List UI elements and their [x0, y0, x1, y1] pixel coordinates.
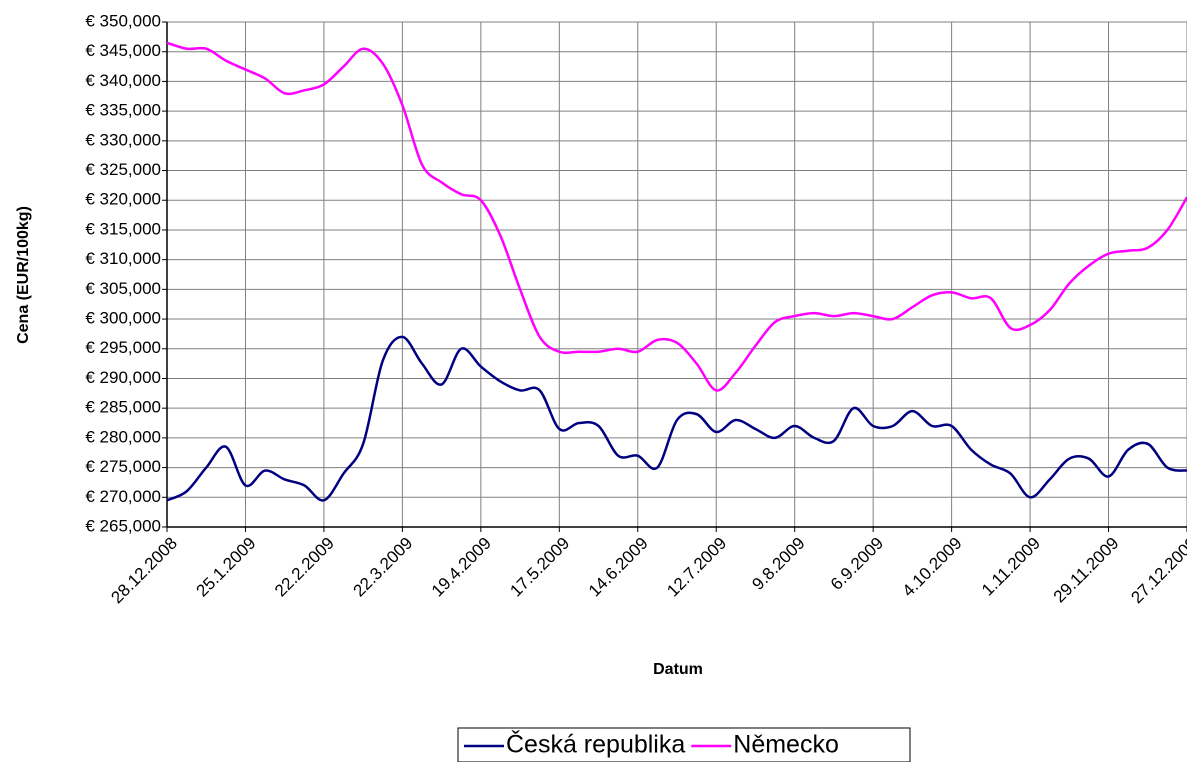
y-tick-label: € 305,000 — [85, 279, 161, 298]
y-tick-label: € 285,000 — [85, 398, 161, 417]
x-tick-label: 12.7.2009 — [663, 534, 730, 601]
y-tick-label: € 295,000 — [85, 338, 161, 357]
x-tick-label: 6.9.2009 — [827, 534, 887, 594]
x-tick-label: 14.6.2009 — [585, 534, 652, 601]
x-tick-label: 1.11.2009 — [978, 534, 1044, 600]
y-axis-title: Cena (EUR/100kg) — [15, 206, 32, 344]
x-tick-label: 9.8.2009 — [748, 534, 808, 594]
x-axis-title: Datum — [653, 661, 703, 678]
series-line — [166, 335, 1187, 502]
y-tick-label: € 315,000 — [85, 219, 161, 238]
x-tick-label: 22.3.2009 — [349, 534, 416, 601]
y-tick-label: € 300,000 — [85, 309, 161, 328]
y-tick-label: € 325,000 — [85, 160, 161, 179]
y-tick-label: € 330,000 — [85, 130, 161, 149]
x-tick-label: 4.10.2009 — [899, 534, 966, 601]
y-tick-label: € 335,000 — [85, 101, 161, 120]
series-line — [166, 41, 1187, 392]
x-tick-label: 27.12.2009 — [1127, 534, 1187, 608]
x-tick-label: 19.4.2009 — [428, 534, 495, 601]
x-tick-label: 17.5.2009 — [506, 534, 573, 601]
x-tick-label: 22.2.2009 — [271, 534, 338, 601]
x-tick-label: 25.1.2009 — [193, 534, 260, 601]
y-tick-label: € 320,000 — [85, 190, 161, 209]
legend-box — [457, 727, 911, 762]
y-tick-label: € 280,000 — [85, 427, 161, 446]
y-tick-label: € 265,000 — [85, 516, 161, 535]
y-tick-label: € 270,000 — [85, 487, 161, 506]
y-tick-label: € 350,000 — [85, 11, 161, 30]
y-tick-label: € 340,000 — [85, 71, 161, 90]
x-tick-label: 28.12.2008 — [107, 534, 181, 608]
y-tick-label: € 310,000 — [85, 249, 161, 268]
x-tick-label: 29.11.2009 — [1050, 534, 1123, 607]
legend-label: Německo — [733, 731, 839, 759]
legend-label: Česká republika — [506, 730, 685, 759]
y-tick-label: € 290,000 — [85, 368, 161, 387]
y-tick-label: € 275,000 — [85, 457, 161, 476]
y-tick-label: € 345,000 — [85, 41, 161, 60]
